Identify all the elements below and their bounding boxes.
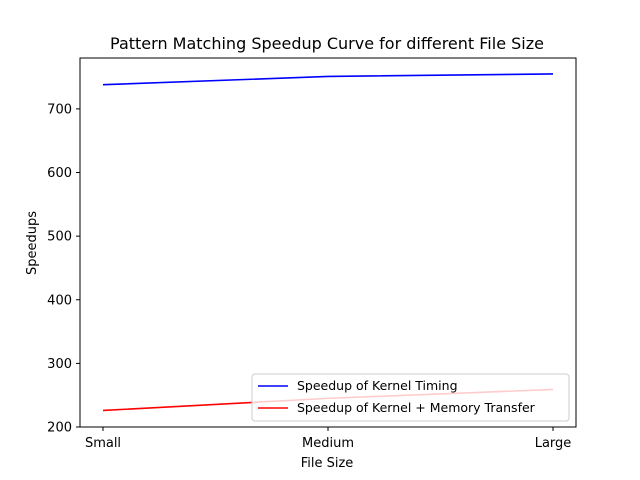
legend-label-kernel-memory: Speedup of Kernel + Memory Transfer <box>297 400 536 415</box>
y-axis-label: Speedups <box>25 211 40 275</box>
legend: Speedup of Kernel Timing Speedup of Kern… <box>251 373 570 422</box>
legend-box <box>251 373 570 422</box>
y-tick-label: 600 <box>47 166 72 181</box>
y-tick-label: 300 <box>47 357 72 372</box>
plot-frame <box>79 57 577 428</box>
y-tick-label: 200 <box>47 421 72 436</box>
x-tick-label: Medium <box>302 436 354 451</box>
x-tick-label: Small <box>85 436 121 451</box>
x-axis: Small Medium Large <box>85 427 571 451</box>
x-tick-label: Large <box>535 436 572 451</box>
series-layer <box>102 73 554 412</box>
y-tick-label: 500 <box>47 230 72 245</box>
y-tick-label: 700 <box>47 102 72 117</box>
legend-label-kernel-timing: Speedup of Kernel Timing <box>297 378 458 393</box>
x-axis-label: File Size <box>301 456 354 471</box>
chart-title: Pattern Matching Speedup Curve for diffe… <box>110 34 544 53</box>
y-tick-label: 400 <box>47 293 72 308</box>
plot-area <box>79 57 577 428</box>
y-axis: 200 300 400 500 600 700 <box>47 102 80 436</box>
series-line-0 <box>102 73 554 86</box>
